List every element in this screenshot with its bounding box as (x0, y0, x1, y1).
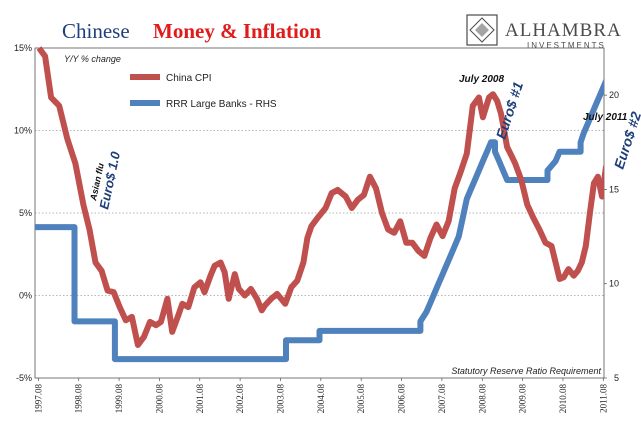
y-tick-left-label: 10% (14, 126, 32, 136)
x-tick-label: 2006.08 (397, 384, 407, 414)
y-tick-right-label: 15 (609, 184, 619, 194)
x-tick-label: 2001.08 (195, 384, 205, 414)
series-line-china-cpi (36, 46, 604, 348)
annotation-july-2008: July 2008 (459, 74, 504, 85)
logo-diamond-icon (469, 17, 495, 43)
y-tick-left-label: -5% (16, 373, 32, 383)
x-tick-label: 2010.08 (558, 384, 568, 414)
x-tick-label: 1998.08 (74, 384, 84, 414)
x-tick-label: 2003.08 (275, 384, 285, 414)
annotation-july-2011: July 2011 (583, 112, 628, 123)
y-tick-left-label: 0% (19, 291, 32, 301)
right-axis-note: Statutory Reserve Ratio Requirement (451, 366, 601, 376)
series-layer (35, 46, 604, 363)
x-tick-label: 1997.08 (33, 384, 43, 414)
x-tick-label: 2005.08 (356, 384, 366, 414)
logo-diamond-inner-icon (475, 23, 489, 37)
x-tick-label: 2002.08 (235, 384, 245, 414)
x-tick-label: 2007.08 (437, 384, 447, 414)
logo-name: ALHAMBRA (505, 20, 622, 41)
chart-title-part1: Chinese (62, 19, 130, 43)
y-tick-right-label: 10 (609, 279, 619, 289)
left-axis-label: Y/Y % change (64, 54, 121, 64)
x-tick-label: 2009.08 (518, 384, 528, 414)
x-tick-label: 1999.08 (114, 384, 124, 414)
logo-subtitle: INVESTMENTS (527, 41, 606, 50)
x-tick-label: 2000.08 (154, 384, 164, 414)
y-tick-right-label: 5 (614, 373, 619, 383)
legend-label-cpi: China CPI (166, 73, 212, 84)
ticks-layer: -5% 0% 5% 10% 15% 5 10 15 20 1997.08 1998.08 1999.0… (14, 43, 619, 413)
y-tick-left-label: 5% (19, 208, 32, 218)
legend-label-rrr: RRR Large Banks - RHS (166, 99, 277, 110)
x-tick-label: 2008.08 (477, 384, 487, 414)
y-tick-right-label: 20 (609, 90, 619, 100)
chart-title-part2: Money & Inflation (153, 19, 321, 43)
series-line-rrr-large-banks (35, 78, 604, 363)
logo-diamond-frame (466, 14, 498, 46)
y-tick-left-label: 15% (14, 43, 32, 53)
x-tick-label: 2011.08 (598, 384, 608, 413)
legend: China CPI RRR Large Banks - RHS (130, 73, 277, 110)
alhambra-logo: ALHAMBRA INVESTMENTS (466, 14, 622, 50)
x-tick-label: 2004.08 (316, 384, 326, 414)
plot-frame (34, 47, 605, 379)
